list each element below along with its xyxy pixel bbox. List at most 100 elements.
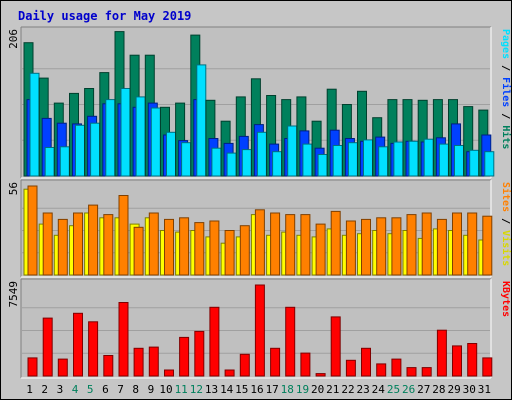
bar-sites-day-31 xyxy=(482,215,493,276)
day-label-29: 29 xyxy=(447,383,460,396)
day-label-12: 12 xyxy=(190,383,203,396)
bar-sites-day-29 xyxy=(452,212,462,276)
bar-sites-day-23 xyxy=(361,218,371,276)
bar-pages-day-24 xyxy=(378,146,389,177)
bar-kbytes-day-1 xyxy=(27,357,38,377)
day-label-1: 1 xyxy=(26,383,33,396)
bar-kbytes-day-26 xyxy=(406,367,417,377)
bar-sites-day-20 xyxy=(315,223,326,276)
day-label-9: 9 xyxy=(148,383,155,396)
legend-item-kbytes: KBytes xyxy=(500,281,511,317)
day-label-2: 2 xyxy=(41,383,48,396)
day-label-18: 18 xyxy=(281,383,294,396)
bar-pages-day-4 xyxy=(75,124,85,177)
bar-kbytes-day-3 xyxy=(57,358,68,377)
day-label-30: 30 xyxy=(463,383,476,396)
bar-pages-day-27 xyxy=(423,138,434,177)
bar-pages-day-31 xyxy=(484,151,495,177)
day-label-14: 14 xyxy=(220,383,234,396)
bar-kbytes-day-17 xyxy=(270,347,281,377)
day-label-11: 11 xyxy=(175,383,188,396)
bar-pages-day-12 xyxy=(196,64,207,177)
day-label-22: 22 xyxy=(341,383,354,396)
bar-sites-day-26 xyxy=(406,214,417,276)
bar-pages-day-10 xyxy=(166,131,176,177)
day-label-26: 26 xyxy=(402,383,415,396)
bar-sites-day-11 xyxy=(179,217,190,276)
bar-pages-day-28 xyxy=(438,143,449,177)
bar-kbytes-day-6 xyxy=(103,355,114,377)
bar-kbytes-day-12 xyxy=(194,330,205,377)
panel-3 xyxy=(20,278,493,379)
legend-top: Pages / Files / Hits xyxy=(500,29,512,149)
bar-sites-day-25 xyxy=(391,217,402,276)
chart-title: Daily usage for May 2019 xyxy=(18,9,191,23)
bar-pages-day-11 xyxy=(181,142,192,177)
day-label-8: 8 xyxy=(132,383,139,396)
bar-sites-day-5 xyxy=(88,204,99,276)
bar-kbytes-day-25 xyxy=(391,358,402,377)
bar-pages-day-13 xyxy=(211,147,222,177)
bar-pages-day-30 xyxy=(469,149,480,177)
bar-sites-day-2 xyxy=(42,212,53,276)
legend-mid: Sites / Visits xyxy=(500,182,512,266)
bar-kbytes-day-2 xyxy=(42,317,53,377)
bar-pages-day-7 xyxy=(120,88,131,177)
bar-pages-day-18 xyxy=(287,125,298,177)
bar-pages-day-19 xyxy=(302,143,313,177)
bar-sites-day-21 xyxy=(330,210,341,276)
bar-kbytes-day-30 xyxy=(467,343,478,377)
bar-sites-day-17 xyxy=(270,212,281,276)
legend-item-hits: Hits xyxy=(500,125,512,149)
bar-pages-day-6 xyxy=(105,99,116,177)
day-label-31: 31 xyxy=(478,383,491,396)
bar-kbytes-day-11 xyxy=(179,336,190,377)
bar-sites-day-13 xyxy=(209,220,220,276)
bar-kbytes-day-10 xyxy=(164,369,174,377)
bar-pages-day-9 xyxy=(150,107,161,177)
bar-sites-day-22 xyxy=(345,220,356,276)
bar-sites-day-28 xyxy=(436,218,447,276)
bar-pages-day-26 xyxy=(408,140,419,177)
legend-item-pages: Pages xyxy=(500,29,511,59)
panel-1 xyxy=(20,26,495,179)
bar-kbytes-day-5 xyxy=(88,321,99,377)
bar-kbytes-day-27 xyxy=(421,367,432,377)
bar-pages-day-14 xyxy=(226,152,237,177)
bar-sites-day-1 xyxy=(27,185,38,276)
day-label-28: 28 xyxy=(432,383,445,396)
day-label-25: 25 xyxy=(387,383,400,396)
bar-kbytes-day-31 xyxy=(482,357,493,377)
bar-kbytes-day-28 xyxy=(436,329,447,377)
bar-sites-day-8 xyxy=(133,226,144,276)
bar-sites-day-12 xyxy=(194,222,205,276)
bar-sites-day-9 xyxy=(148,212,159,276)
bar-sites-day-27 xyxy=(421,212,432,276)
bar-sites-day-24 xyxy=(376,217,387,276)
bar-pages-day-8 xyxy=(135,96,146,177)
bar-sites-day-4 xyxy=(73,212,83,276)
bar-sites-day-3 xyxy=(57,218,68,276)
bar-kbytes-day-23 xyxy=(361,347,371,377)
day-label-20: 20 xyxy=(311,383,324,396)
day-label-16: 16 xyxy=(250,383,263,396)
bar-pages-day-2 xyxy=(44,147,55,177)
bar-kbytes-day-8 xyxy=(133,347,144,377)
legend-item-visits: Visits xyxy=(500,230,512,266)
day-label-23: 23 xyxy=(356,383,369,396)
ymax-label-1: 206 xyxy=(7,29,20,49)
day-label-7: 7 xyxy=(117,383,124,396)
bar-kbytes-day-18 xyxy=(285,306,296,377)
panel-2 xyxy=(20,179,493,278)
bar-kbytes-day-4 xyxy=(73,312,83,377)
day-label-13: 13 xyxy=(205,383,218,396)
bar-sites-day-18 xyxy=(285,214,296,276)
day-label-15: 15 xyxy=(235,383,248,396)
day-label-10: 10 xyxy=(159,383,172,396)
bar-sites-day-6 xyxy=(103,214,114,276)
bar-kbytes-day-14 xyxy=(224,369,235,377)
bar-pages-day-15 xyxy=(241,149,252,177)
bar-pages-day-5 xyxy=(90,122,101,177)
bar-kbytes-day-29 xyxy=(452,345,462,377)
